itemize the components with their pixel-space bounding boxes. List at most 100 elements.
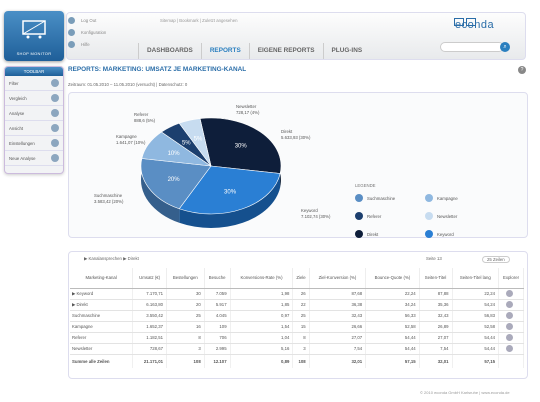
toolbar-item-neue-analyse[interactable]: Neue Analyse xyxy=(5,151,63,166)
pie-slice-keyword[interactable] xyxy=(178,165,281,215)
pie-slice-direkt[interactable] xyxy=(199,117,282,174)
cell-explorer xyxy=(498,354,524,368)
tab-dashboards[interactable]: DASHBOARDS xyxy=(138,43,201,59)
row-name[interactable]: Suchmaschine xyxy=(70,310,134,322)
explorer-icon[interactable] xyxy=(506,311,514,319)
col-header[interactable]: Umsatz (€) xyxy=(132,268,167,289)
cell-explorer[interactable] xyxy=(498,299,524,311)
pie-percent-label: 10% xyxy=(168,151,181,157)
help-icon[interactable]: ? xyxy=(518,66,526,74)
cell-ziele: 15 xyxy=(292,321,310,333)
explorer-icon[interactable] xyxy=(506,344,514,352)
row-name[interactable]: Kampagne xyxy=(70,321,134,333)
table-row[interactable]: ▶ Keyword 7.170,71 30 7.059 1,98 26 87,68 22,24… xyxy=(70,288,524,300)
data-table: Marketing-Kanal Umsatz (€) Bestellungen … xyxy=(70,268,524,368)
col-header[interactable]: Seiten-Titel lang xyxy=(452,268,500,289)
table-row[interactable]: Suchmaschine 3.550,42 25 4.045 0,97 25 32,43 56… xyxy=(70,310,524,322)
table-row[interactable]: ▶ Direkt 6.163,80 20 5.917 1,85 22 36,38 34,24 3… xyxy=(70,299,524,311)
add-icon xyxy=(51,154,59,162)
table-row[interactable]: Kampagne 1.652,37 16 109 1,54 15 26,66 52,58 26,… xyxy=(70,321,524,333)
legend-item[interactable]: Newsletter xyxy=(425,212,495,220)
tab-reports[interactable]: REPORTS xyxy=(200,43,249,59)
col-header[interactable]: Seiten-Titel xyxy=(419,268,453,289)
brand-text: econda xyxy=(454,18,495,32)
cell-bq: 22,24 xyxy=(365,288,420,300)
row-name[interactable]: ▶ Direkt xyxy=(70,299,134,311)
chart-panel: 30% 30% 20% 10% 5% 5% xyxy=(68,92,528,238)
explorer-icon[interactable] xyxy=(506,289,514,297)
cell-explorer[interactable] xyxy=(498,332,524,344)
toolbar-item-vergleich[interactable]: Vergleich xyxy=(5,91,63,106)
col-header[interactable]: Konversions-Rate (%) xyxy=(230,268,294,289)
cell-bq: 34,24 xyxy=(365,299,420,311)
cell-stl: 56,83 xyxy=(452,310,500,322)
cell-best: 25 xyxy=(166,310,205,322)
cell-explorer[interactable] xyxy=(498,310,524,322)
cell-stl: 54,44 xyxy=(452,332,500,344)
cell-st: 32,01 xyxy=(419,354,453,368)
config-label: Konfiguration xyxy=(81,29,107,35)
cell-umsatz: 3.550,42 xyxy=(132,310,167,322)
cell-explorer[interactable] xyxy=(498,288,524,300)
col-header[interactable]: Ziel-Konversion (%) xyxy=(309,268,367,289)
legend-title: LEGENDE xyxy=(355,183,376,188)
table-row[interactable]: Referer 1.182,51 8 706 1,04 8 27,07 54,44 27,07 5… xyxy=(70,332,524,344)
toolbar-label: Ansicht xyxy=(9,125,24,131)
toolbar-item-einstellungen[interactable]: Einstellungen xyxy=(5,136,63,151)
cell-kr: 1,85 xyxy=(230,299,294,311)
explorer-icon[interactable] xyxy=(506,300,514,308)
brand-icon xyxy=(466,18,476,27)
cell-best: 20 xyxy=(166,299,205,311)
pie-slice-newsletter[interactable] xyxy=(178,118,212,167)
col-header[interactable]: Ziele xyxy=(292,268,310,289)
explorer-icon[interactable] xyxy=(506,322,514,330)
toolbar-item-filter[interactable]: Filter xyxy=(5,76,63,91)
toolbar-label: Neue Analyse xyxy=(9,155,36,161)
cell-explorer[interactable] xyxy=(498,321,524,333)
help-link[interactable]: Hilfe xyxy=(68,38,106,50)
breadcrumb[interactable]: ▶ Kanalansprechen ▶ Direkt xyxy=(84,256,139,261)
cell-stl: 57,15 xyxy=(452,354,500,368)
pie-slice-suchmaschine[interactable] xyxy=(140,158,212,210)
legend-item[interactable]: Kampagne xyxy=(425,194,495,202)
legend-item[interactable]: Suchmaschine xyxy=(355,194,425,202)
col-header[interactable]: Marketing-Kanal xyxy=(70,268,134,289)
cell-ziele: 108 xyxy=(292,354,310,368)
col-header[interactable]: Besuche xyxy=(204,268,231,289)
explorer-icon[interactable] xyxy=(506,333,514,341)
pager[interactable]: Seite 13 xyxy=(426,256,442,261)
row-name[interactable]: Newsletter xyxy=(70,343,134,355)
legend-item[interactable]: Direkt xyxy=(355,230,425,238)
cell-bes: 12.107 xyxy=(204,354,231,368)
search-icon[interactable]: ⌕ xyxy=(500,42,510,52)
help-icon xyxy=(68,40,75,48)
toolbar-item-analyse[interactable]: Analyse xyxy=(5,106,63,121)
cell-ziele: 25 xyxy=(292,310,310,322)
logout-link[interactable]: Log Out xyxy=(68,14,106,26)
cell-bq: 56,33 xyxy=(365,310,420,322)
cell-umsatz: 7.170,71 xyxy=(132,288,167,300)
row-name[interactable]: ▶ Keyword xyxy=(70,288,134,300)
legend-swatch xyxy=(355,194,363,202)
toolbar-item-ansicht[interactable]: Ansicht xyxy=(5,121,63,136)
tab-eigene-reports[interactable]: EIGENE REPORTS xyxy=(248,43,323,59)
col-header[interactable]: Bestellungen xyxy=(166,268,205,289)
table-row[interactable]: Newsletter 728,67 3 2.995 5,16 3 7,54 54,44 7,54… xyxy=(70,343,524,355)
row-name[interactable]: Referer xyxy=(70,332,134,344)
legend-item[interactable]: Referer xyxy=(355,212,425,220)
rows-per-page-select[interactable]: 25 Zeilen xyxy=(482,256,510,263)
app-logo[interactable]: SHOP MONITOR xyxy=(4,11,64,61)
cell-bes: 109 xyxy=(204,321,231,333)
label-value: 5.633,93 (30%) xyxy=(281,135,311,140)
legend-item[interactable]: Keyword xyxy=(425,230,495,238)
cell-best: 3 xyxy=(166,343,205,355)
cell-kr: 0,97 xyxy=(230,310,294,322)
tab-plugins[interactable]: PLUG-INS xyxy=(322,43,371,59)
cell-explorer[interactable] xyxy=(498,343,524,355)
gear-icon xyxy=(51,139,59,147)
top-links[interactable]: Sitemap | Bookmark | Zuletzt angesehen xyxy=(160,18,238,23)
col-header[interactable]: Bounce-Quote (%) xyxy=(365,268,420,289)
cell-ziele: 3 xyxy=(292,343,310,355)
search-input[interactable] xyxy=(440,42,504,52)
config-link[interactable]: Konfiguration xyxy=(68,26,106,38)
